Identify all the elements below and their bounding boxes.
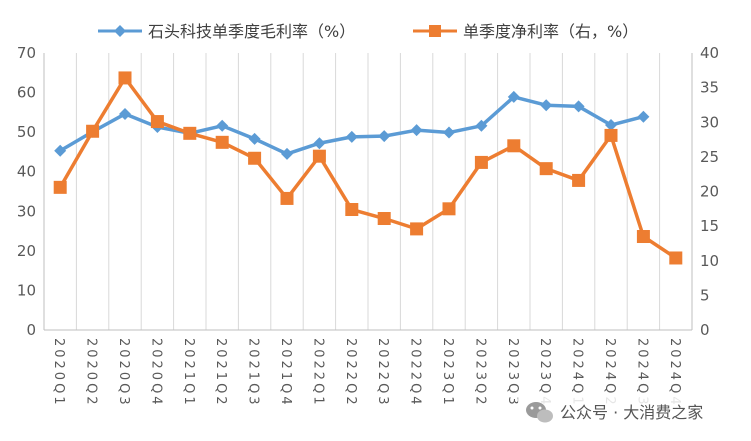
x-tick-label: 2021Q4 [278, 338, 293, 408]
x-tick-label: 2022Q2 [343, 338, 358, 408]
data-point-square [280, 191, 294, 205]
x-tick-label: 2021Q2 [213, 338, 228, 408]
x-tick-label: 2020Q1 [51, 338, 66, 408]
data-point-square [507, 139, 521, 153]
watermark: 公众号 · 大消费之家 [518, 395, 746, 429]
data-point-diamond [410, 124, 423, 137]
x-tick-label: 2022Q4 [408, 338, 423, 408]
series-line [59, 95, 644, 156]
data-point-square [669, 251, 683, 265]
data-point-square [248, 151, 262, 165]
data-point-diamond [540, 99, 553, 112]
legend-marker-square [429, 25, 441, 37]
y-left-tick-label: 40 [17, 163, 36, 181]
data-point-diamond [248, 132, 261, 145]
left-axis-tick-labels: 0 10 20 30 40 50 60 70 [17, 44, 36, 339]
vertical-gridlines [43, 53, 693, 330]
y-right-tick-label: 25 [700, 148, 719, 166]
data-point-square [345, 203, 359, 217]
y-left-tick-label: 20 [17, 242, 36, 260]
x-tick-label: 2020Q2 [84, 338, 99, 408]
data-point-square [410, 222, 424, 236]
x-tick-label: 2024Q4 [667, 338, 682, 408]
data-point-diamond [443, 126, 455, 139]
x-axis-tick-labels: 2020Q1 2020Q2 2020Q3 2020Q4 2021Q1 2021Q2 2021… [51, 338, 682, 408]
data-point-square [53, 180, 67, 194]
y-right-tick-label: 15 [700, 217, 719, 235]
data-point-square [636, 230, 650, 244]
legend: 石头科技单季度毛利率（%） 单季度净利率（右，%） [98, 22, 638, 41]
x-tick-label: 2021Q1 [181, 338, 196, 408]
right-axis-tick-labels: 0 5 10 15 20 25 30 35 40 [700, 44, 719, 339]
data-point-diamond [475, 119, 488, 132]
y-right-tick-label: 5 [700, 286, 710, 304]
data-point-diamond [378, 130, 391, 143]
axes [43, 53, 693, 331]
data-point-diamond [281, 147, 293, 160]
data-point-diamond [572, 100, 585, 113]
y-right-tick-label: 10 [700, 252, 719, 270]
data-point-diamond [216, 119, 229, 132]
data-point-square [442, 202, 456, 216]
x-tick-label: 2020Q3 [116, 338, 131, 408]
data-point-diamond [605, 119, 617, 132]
data-point-diamond [54, 144, 67, 157]
data-point-square [572, 173, 586, 187]
x-tick-label: 2024Q1 [570, 338, 585, 408]
legend-label-net-margin: 单季度净利率（右，%） [463, 22, 638, 41]
data-point-diamond [507, 90, 520, 103]
legend-item-net-margin: 单季度净利率（右，%） [413, 22, 638, 41]
y-right-tick-label: 30 [700, 113, 719, 131]
legend-label-gross-margin: 石头科技单季度毛利率（%） [148, 22, 355, 41]
data-point-diamond [119, 107, 131, 120]
watermark-background [518, 395, 746, 429]
x-tick-label: 2024Q3 [634, 338, 649, 408]
data-point-square [150, 115, 164, 129]
x-tick-label: 2023Q1 [440, 338, 455, 408]
x-tick-label: 2023Q3 [505, 338, 520, 408]
series-net-margin [53, 71, 683, 265]
series-group [53, 71, 683, 265]
data-point-square [604, 128, 618, 142]
data-point-square [312, 149, 326, 163]
x-tick-label: 2021Q3 [246, 338, 261, 408]
x-tick-label: 2022Q3 [375, 338, 390, 408]
x-tick-label: 2023Q2 [472, 338, 487, 408]
legend-item-gross-margin: 石头科技单季度毛利率（%） [98, 22, 355, 41]
x-tick-label: 2020Q4 [148, 338, 163, 408]
y-right-tick-label: 20 [700, 183, 719, 201]
data-point-square [539, 162, 553, 176]
y-left-tick-label: 0 [26, 321, 36, 339]
y-left-tick-label: 30 [17, 202, 36, 220]
data-point-square [118, 71, 132, 85]
y-right-tick-label: 0 [700, 321, 710, 339]
x-tick-label: 2024Q2 [602, 338, 617, 408]
data-point-diamond [345, 130, 358, 143]
legend-marker-diamond [114, 25, 126, 37]
watermark-text: 公众号 · 大消费之家 [560, 403, 703, 422]
y-right-tick-label: 35 [700, 79, 719, 97]
data-point-diamond [313, 137, 326, 150]
data-point-square [215, 135, 229, 149]
data-point-square [86, 124, 100, 138]
x-tick-label: 2023Q4 [537, 338, 552, 408]
y-left-tick-label: 60 [17, 84, 36, 102]
data-point-square [377, 212, 391, 226]
y-right-tick-label: 40 [700, 44, 719, 62]
x-tick-label: 2022Q1 [310, 338, 325, 408]
data-point-square [474, 155, 488, 169]
data-point-square [183, 126, 197, 140]
wechat-icon [526, 402, 553, 423]
y-left-tick-label: 70 [17, 44, 36, 62]
data-point-diamond [637, 110, 650, 123]
y-left-tick-label: 50 [17, 123, 36, 141]
y-left-tick-label: 10 [17, 281, 36, 299]
